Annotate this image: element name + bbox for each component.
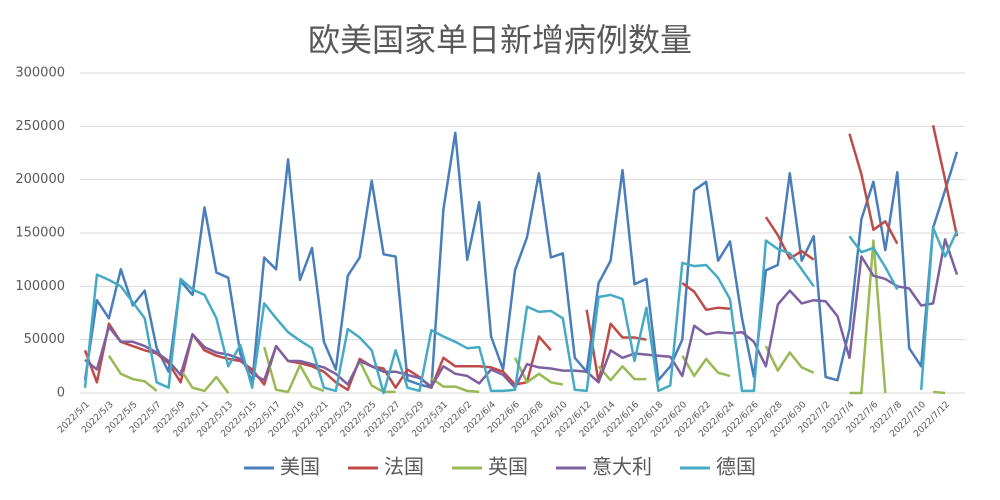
legend-label: 德国 [716, 455, 756, 479]
legend-label: 美国 [280, 455, 320, 479]
series-line [107, 239, 946, 395]
legend-label: 英国 [488, 455, 528, 479]
legend-label: 意大利 [592, 455, 652, 479]
y-tick-label: 300000 [15, 66, 65, 81]
y-tick-label: 100000 [15, 279, 65, 294]
y-tick-label: 150000 [15, 226, 65, 241]
y-tick-label: 200000 [15, 172, 65, 187]
y-tick-label: 50000 [24, 332, 65, 347]
legend-label: 法国 [384, 455, 424, 479]
y-tick-label: 250000 [15, 119, 65, 134]
series-line [84, 238, 959, 389]
series-line [83, 131, 959, 389]
series-line [83, 226, 959, 395]
chart-title: 欧美国家单日新增病例数量 [308, 21, 692, 59]
y-tick-label: 0 [57, 386, 65, 401]
